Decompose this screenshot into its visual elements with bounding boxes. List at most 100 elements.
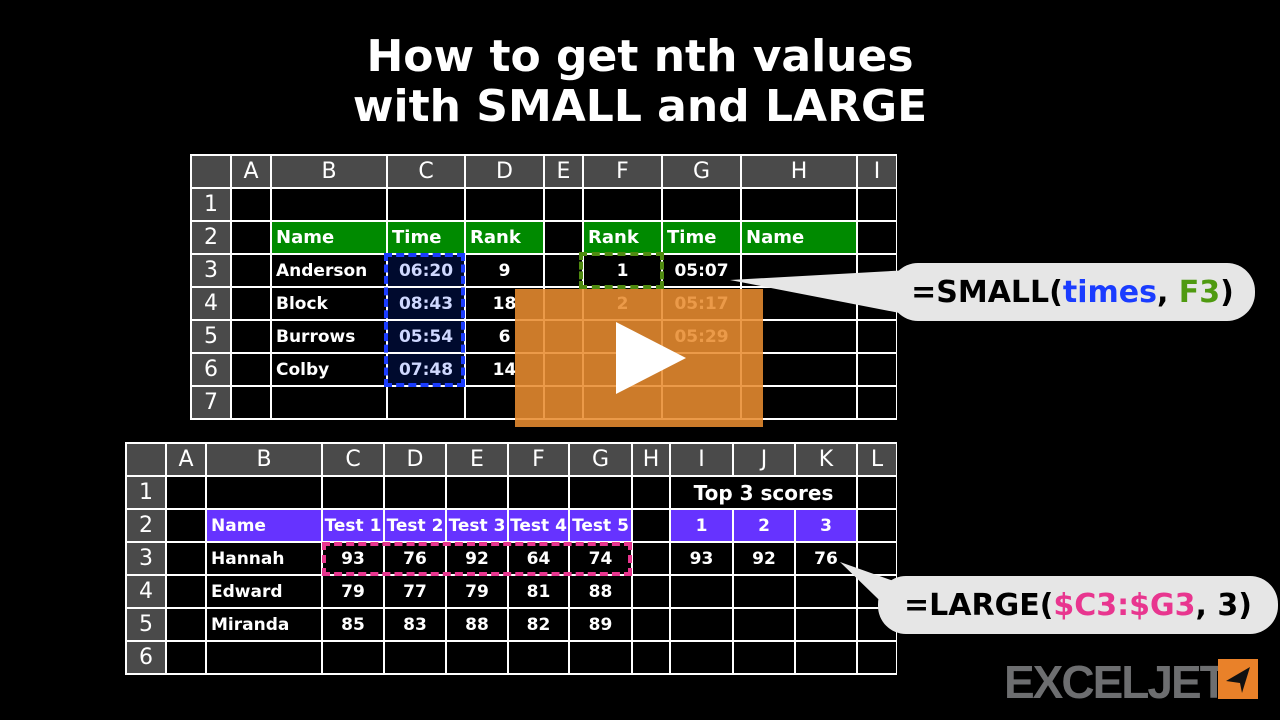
cell[interactable] (858, 354, 896, 385)
column-header[interactable]: F (584, 156, 661, 187)
cell[interactable] (584, 189, 661, 220)
column-header[interactable]: C (388, 156, 464, 187)
cell[interactable]: Rank (584, 222, 661, 253)
cell[interactable] (388, 387, 464, 418)
cell[interactable]: 92 (734, 543, 794, 574)
column-header[interactable]: F (509, 444, 568, 475)
column-header[interactable]: G (663, 156, 740, 187)
cell[interactable] (207, 477, 321, 508)
cell[interactable]: Test 1 (323, 510, 383, 541)
column-header[interactable]: L (858, 444, 896, 475)
cell[interactable]: 88 (570, 576, 631, 607)
cell[interactable]: Rank (466, 222, 543, 253)
cell[interactable] (858, 642, 896, 673)
column-header[interactable]: D (466, 156, 543, 187)
cell[interactable] (207, 642, 321, 673)
cell[interactable]: 89 (570, 609, 631, 640)
cell[interactable] (509, 642, 568, 673)
column-header[interactable]: B (207, 444, 321, 475)
cell[interactable] (272, 189, 386, 220)
cell[interactable] (323, 642, 383, 673)
cell[interactable] (167, 543, 205, 574)
cell[interactable] (570, 477, 631, 508)
cell[interactable]: Time (663, 222, 740, 253)
cell[interactable] (633, 543, 669, 574)
cell[interactable]: 64 (509, 543, 568, 574)
row-header[interactable]: 5 (127, 609, 165, 640)
cell[interactable]: 79 (447, 576, 507, 607)
cell[interactable]: 81 (509, 576, 568, 607)
cell[interactable]: Test 5 (570, 510, 631, 541)
cell[interactable]: Name (742, 222, 856, 253)
row-header[interactable]: 6 (127, 642, 165, 673)
column-header[interactable] (127, 444, 165, 475)
column-header[interactable] (192, 156, 230, 187)
cell[interactable] (671, 609, 732, 640)
cell[interactable]: 74 (570, 543, 631, 574)
cell[interactable] (167, 576, 205, 607)
cell[interactable]: 83 (385, 609, 445, 640)
cell[interactable] (858, 321, 896, 352)
cell[interactable]: 08:43 (388, 288, 464, 319)
cell[interactable] (796, 642, 856, 673)
cell[interactable]: 77 (385, 576, 445, 607)
cell[interactable]: Anderson (272, 255, 386, 286)
cell[interactable]: Test 3 (447, 510, 507, 541)
cell[interactable] (570, 642, 631, 673)
cell[interactable] (796, 576, 856, 607)
cell[interactable]: 05:07 (663, 255, 740, 286)
cell[interactable]: 93 (671, 543, 732, 574)
cell[interactable] (858, 543, 896, 574)
cell[interactable] (545, 222, 582, 253)
play-icon[interactable] (616, 322, 686, 394)
column-header[interactable]: G (570, 444, 631, 475)
cell[interactable] (167, 642, 205, 673)
cell[interactable] (671, 576, 732, 607)
cell[interactable] (232, 387, 270, 418)
cell[interactable]: Burrows (272, 321, 386, 352)
cell[interactable] (858, 477, 896, 508)
column-header[interactable]: E (545, 156, 582, 187)
cell[interactable] (447, 477, 507, 508)
cell[interactable]: 76 (796, 543, 856, 574)
cell[interactable]: Top 3 scores (671, 477, 856, 508)
cell[interactable] (858, 510, 896, 541)
cell[interactable] (858, 222, 896, 253)
cell[interactable]: 85 (323, 609, 383, 640)
cell[interactable]: 9 (466, 255, 543, 286)
cell[interactable] (509, 477, 568, 508)
cell[interactable]: 2 (734, 510, 794, 541)
cell[interactable] (385, 477, 445, 508)
cell[interactable] (633, 609, 669, 640)
row-header[interactable]: 5 (192, 321, 230, 352)
cell[interactable] (734, 609, 794, 640)
cell[interactable] (545, 189, 582, 220)
cell[interactable] (232, 288, 270, 319)
cell[interactable] (858, 387, 896, 418)
column-header[interactable]: I (858, 156, 896, 187)
cell[interactable]: Name (207, 510, 321, 541)
cell[interactable] (388, 189, 464, 220)
cell[interactable] (167, 477, 205, 508)
cell[interactable] (447, 642, 507, 673)
cell[interactable] (232, 321, 270, 352)
cell[interactable]: 82 (509, 609, 568, 640)
cell[interactable] (385, 642, 445, 673)
cell[interactable] (232, 222, 270, 253)
cell[interactable] (734, 642, 794, 673)
cell[interactable] (633, 576, 669, 607)
cell[interactable] (742, 189, 856, 220)
row-header[interactable]: 2 (127, 510, 165, 541)
cell[interactable]: 92 (447, 543, 507, 574)
cell[interactable]: Time (388, 222, 464, 253)
cell[interactable] (633, 477, 669, 508)
cell[interactable]: 76 (385, 543, 445, 574)
cell[interactable] (796, 609, 856, 640)
cell[interactable] (466, 189, 543, 220)
cell[interactable]: 93 (323, 543, 383, 574)
cell[interactable]: Colby (272, 354, 386, 385)
column-header[interactable]: I (671, 444, 732, 475)
cell[interactable] (232, 354, 270, 385)
column-header[interactable]: H (742, 156, 856, 187)
cell[interactable]: 3 (796, 510, 856, 541)
